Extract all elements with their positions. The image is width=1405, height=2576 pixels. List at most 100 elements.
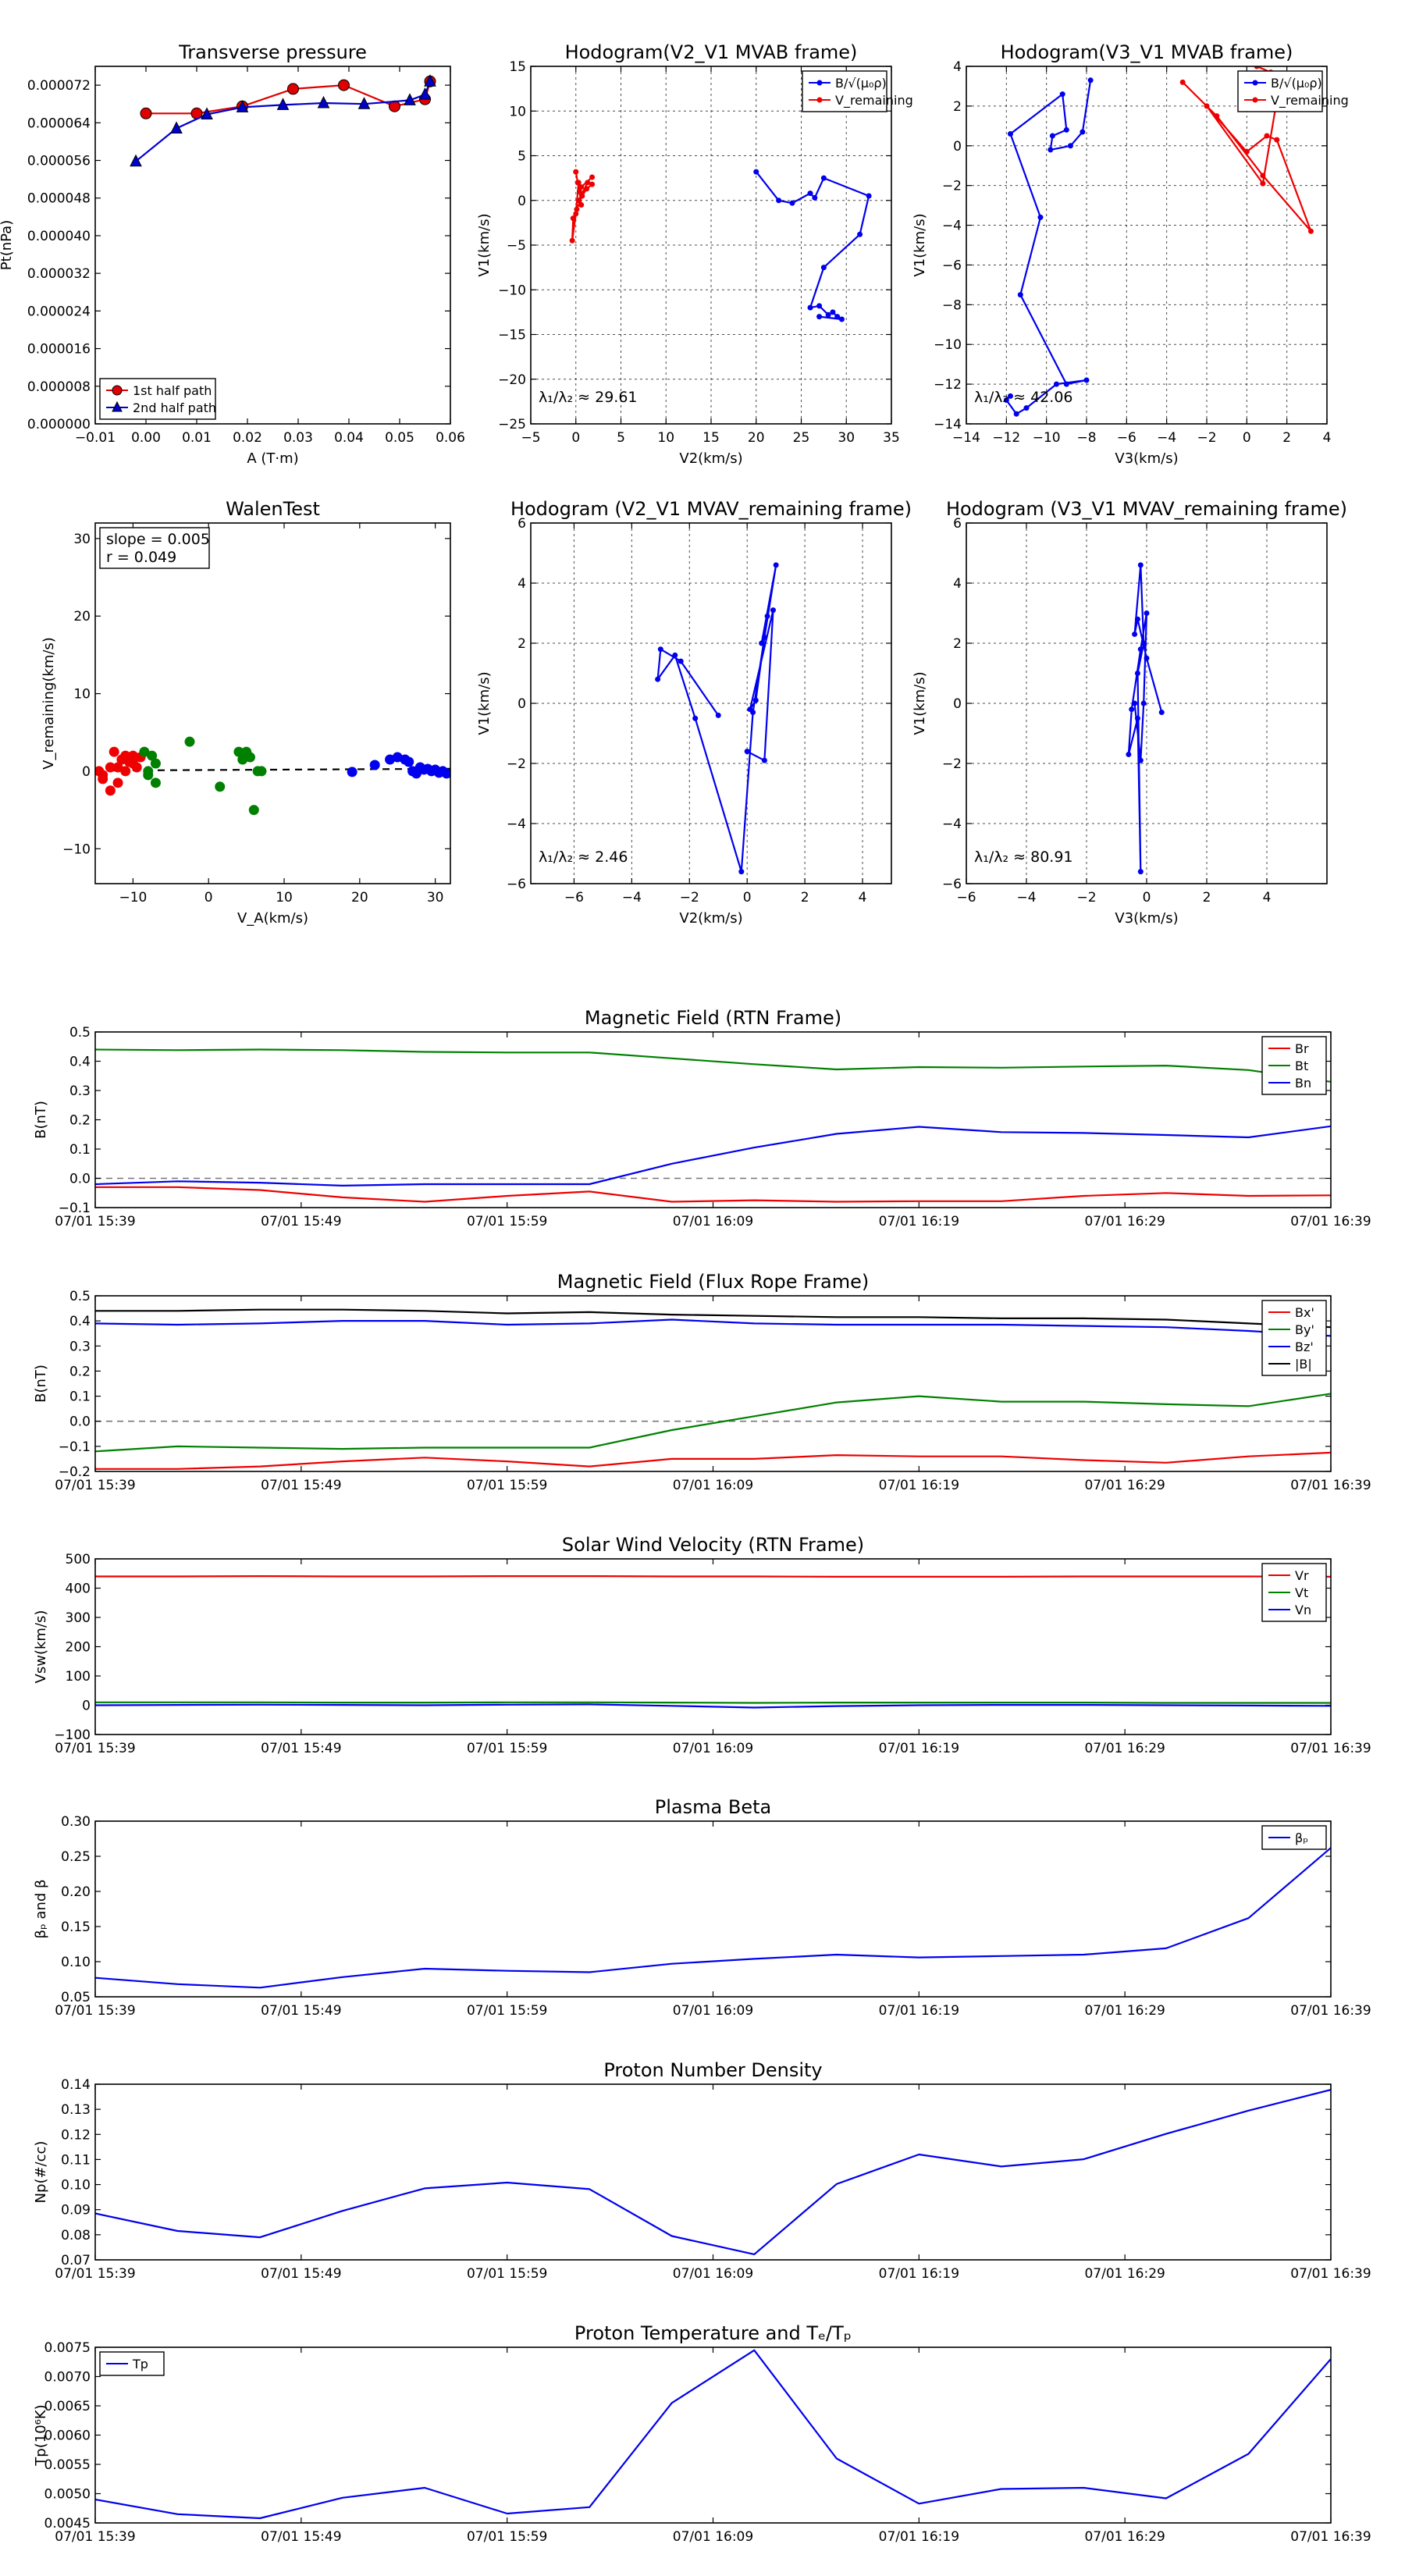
data-point bbox=[1179, 79, 1186, 85]
y-tick-label: 0.4 bbox=[69, 1055, 91, 1070]
data-point bbox=[830, 309, 836, 315]
data-point bbox=[570, 215, 576, 222]
x-tick-label: 07/01 16:29 bbox=[1084, 2529, 1165, 2545]
x-tick-label: 07/01 16:39 bbox=[1290, 1478, 1371, 1493]
data-point bbox=[575, 197, 582, 204]
data-point bbox=[672, 652, 678, 658]
y-tick-label: 100 bbox=[66, 1669, 91, 1685]
x-axis-label: V_A(km/s) bbox=[237, 910, 308, 927]
y-tick-label: 0.0050 bbox=[44, 2487, 91, 2503]
data-point bbox=[215, 781, 226, 792]
x-tick-label: 0.06 bbox=[436, 430, 465, 446]
axes-frame bbox=[966, 66, 1328, 425]
y-tick-label: −6 bbox=[507, 877, 526, 892]
x-tick-label: −5 bbox=[521, 430, 540, 446]
legend: B/√(μ₀ρ) V_remaining bbox=[1237, 70, 1349, 112]
legend-label: βₚ bbox=[1295, 1831, 1308, 1845]
x-tick-label: 07/01 15:59 bbox=[467, 1214, 547, 1229]
data-point bbox=[1134, 715, 1140, 721]
y-tick-label: 0.000032 bbox=[27, 266, 91, 282]
y-tick-label: 4 bbox=[518, 576, 526, 592]
legend-box bbox=[99, 378, 216, 420]
data-point bbox=[747, 706, 753, 713]
data-point bbox=[233, 746, 244, 757]
x-tick-label: 30 bbox=[427, 890, 444, 906]
data-point bbox=[744, 749, 750, 755]
y-tick-label: 0.09 bbox=[61, 2203, 91, 2218]
series-line bbox=[95, 1186, 1331, 1203]
data-point bbox=[130, 154, 142, 167]
legend: Vr Vt Vn bbox=[1261, 1563, 1327, 1622]
data-point bbox=[1080, 129, 1086, 135]
x-tick-label: 07/01 15:39 bbox=[55, 2003, 135, 2019]
axes-frame bbox=[94, 522, 451, 884]
chart-h2: Hodogram(V3_V1 MVAB frame) −14 −12 −10 −8 −6 −… bbox=[912, 41, 1349, 467]
legend: Bx' By' Bz' |B| bbox=[1261, 1300, 1327, 1376]
y-axis-label: Np(#/cc) bbox=[33, 2141, 49, 2204]
plot-area bbox=[95, 1847, 1331, 1989]
x-tick-label: 07/01 16:09 bbox=[673, 2266, 753, 2282]
data-point bbox=[140, 107, 152, 119]
data-point bbox=[838, 316, 845, 322]
x-tick-label: 07/01 16:29 bbox=[1084, 1478, 1165, 1493]
y-axis-label: βₚ and β bbox=[33, 1880, 49, 1939]
data-point bbox=[248, 805, 259, 816]
data-point bbox=[576, 188, 582, 194]
series-line bbox=[95, 1574, 1331, 1578]
chart-title: Solar Wind Velocity (RTN Frame) bbox=[562, 1534, 864, 1556]
y-tick-label: −10 bbox=[498, 283, 526, 298]
chart-beta: Plasma Beta 07/01 15:39 07/01 15:49 07/01 1… bbox=[33, 1796, 1371, 2019]
data-point bbox=[1140, 640, 1147, 646]
data-point bbox=[1260, 173, 1266, 179]
data-point bbox=[820, 175, 827, 181]
data-point bbox=[404, 756, 414, 767]
data-point bbox=[812, 194, 818, 201]
x-tick-label: −10 bbox=[1033, 430, 1061, 446]
x-tick-label: 0 bbox=[1243, 430, 1251, 446]
eigen-ratio-annotation: λ₁/λ₂ ≈ 29.61 bbox=[539, 389, 638, 406]
y-tick-label: 300 bbox=[66, 1610, 91, 1626]
chart-title: Hodogram (V2_V1 MVAV_remaining frame) bbox=[510, 498, 912, 520]
y-tick-label: 0.000008 bbox=[27, 379, 91, 395]
stats-line: r = 0.049 bbox=[106, 549, 176, 566]
legend: Br Bt Bn bbox=[1261, 1036, 1327, 1095]
chart-title: Hodogram (V3_V1 MVAV_remaining frame) bbox=[946, 498, 1347, 520]
data-point bbox=[201, 107, 213, 119]
y-tick-label: 0 bbox=[953, 696, 962, 712]
chart-vsw: Solar Wind Velocity (RTN Frame) 07/01 15:… bbox=[33, 1534, 1371, 1756]
series-line bbox=[95, 1393, 1331, 1453]
series-line bbox=[95, 1308, 1331, 1329]
data-point bbox=[105, 762, 116, 773]
data-point bbox=[112, 762, 123, 773]
data-point bbox=[1307, 228, 1314, 234]
series-line bbox=[95, 2089, 1331, 2255]
data-point bbox=[753, 169, 759, 175]
x-tick-label: 0.00 bbox=[131, 430, 161, 446]
y-tick-label: −0.2 bbox=[59, 1464, 91, 1480]
chart-title: Transverse pressure bbox=[178, 41, 367, 63]
y-tick-label: −20 bbox=[498, 372, 526, 388]
axes-frame bbox=[94, 1820, 1332, 1998]
y-axis-label: V1(km/s) bbox=[476, 671, 493, 735]
x-tick-label: 10 bbox=[657, 430, 674, 446]
x-tick-label: −2 bbox=[680, 890, 699, 906]
legend: 1st half path 2nd half path bbox=[99, 378, 216, 420]
y-tick-label: 0.0070 bbox=[44, 2370, 91, 2386]
series-line bbox=[95, 1125, 1331, 1187]
legend-marker bbox=[1252, 97, 1258, 103]
x-tick-label: 07/01 15:39 bbox=[55, 1214, 135, 1229]
x-tick-label: 07/01 16:19 bbox=[879, 1478, 959, 1493]
x-tick-label: −2 bbox=[1197, 430, 1216, 446]
y-tick-label: 0.0075 bbox=[44, 2340, 91, 2356]
data-point bbox=[776, 197, 782, 204]
x-tick-label: 07/01 15:49 bbox=[261, 2003, 341, 2019]
chart-walen: WalenTest −10 0 10 20 30 −10 0 10 20 30 V_A(km/s) V_… bbox=[41, 498, 451, 927]
y-tick-label: 0.000048 bbox=[27, 191, 91, 207]
axes-frame bbox=[530, 66, 892, 425]
x-tick-label: 4 bbox=[1263, 890, 1272, 906]
data-point bbox=[573, 211, 579, 217]
y-tick-label: −25 bbox=[498, 417, 526, 432]
y-tick-label: 0.1 bbox=[69, 1142, 91, 1158]
x-tick-label: 07/01 15:49 bbox=[261, 2529, 341, 2545]
x-tick-label: 0.03 bbox=[283, 430, 313, 446]
